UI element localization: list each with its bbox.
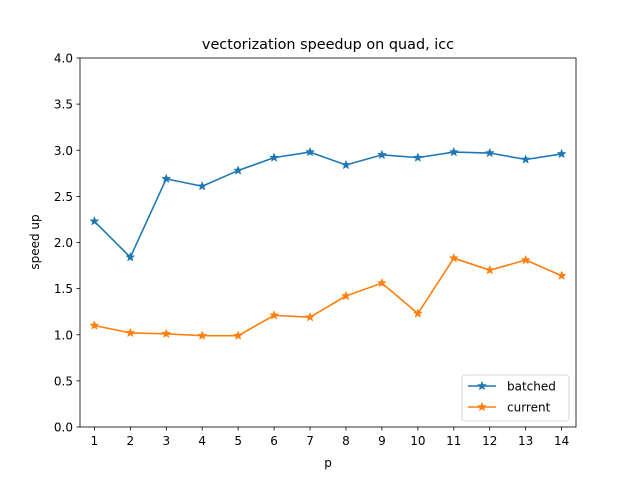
x-tick-label: 5 <box>234 434 242 448</box>
series-current <box>89 252 567 340</box>
x-tick-label: 6 <box>270 434 278 448</box>
x-tick-label: 2 <box>126 434 134 448</box>
x-tick-label: 3 <box>162 434 170 448</box>
legend-marker-batched <box>476 380 488 391</box>
x-tick-label: 7 <box>306 434 314 448</box>
y-tick-label: 1.5 <box>54 282 73 296</box>
legend-marker-current <box>476 401 488 412</box>
x-tick-label: 10 <box>410 434 425 448</box>
y-tick-label: 0.0 <box>54 421 73 435</box>
data-point-current <box>197 330 208 340</box>
data-point-current <box>556 270 567 281</box>
data-point-batched <box>520 154 531 164</box>
x-tick-label: 14 <box>554 434 569 448</box>
data-point-current <box>161 328 172 339</box>
data-point-batched <box>161 173 172 184</box>
data-point-batched <box>448 146 459 157</box>
data-point-current <box>233 330 244 340</box>
plot-frame <box>79 57 577 428</box>
x-tick-label: 13 <box>518 434 533 448</box>
x-axis-ticks: 1 2 3 4 5 6 7 8 9 10 11 12 13 14 <box>91 427 569 448</box>
series-layer <box>89 146 567 340</box>
series-line-current <box>94 257 562 337</box>
x-tick-label: 12 <box>482 434 497 448</box>
chart-title: vectorization speedup on quad, icc <box>202 37 454 53</box>
data-point-current <box>484 264 495 275</box>
x-axis-label: p <box>324 456 332 470</box>
series-batched <box>89 146 567 262</box>
y-tick-label: 2.5 <box>54 190 73 204</box>
data-point-batched <box>484 147 495 158</box>
data-point-batched <box>125 251 136 262</box>
data-point-current <box>340 290 352 301</box>
x-tick-label: 8 <box>342 434 350 448</box>
data-point-batched <box>233 165 244 175</box>
data-point-batched <box>197 180 208 191</box>
data-point-batched <box>412 152 423 162</box>
data-point-batched <box>340 159 352 170</box>
data-point-batched <box>89 215 100 226</box>
x-tick-label: 11 <box>446 434 461 448</box>
data-point-current <box>412 308 423 318</box>
y-axis-label: speed up <box>28 214 42 269</box>
x-tick-label: 4 <box>198 434 206 448</box>
y-tick-label: 3.0 <box>54 144 73 158</box>
legend-label-current: current <box>507 401 551 415</box>
y-tick-label: 0.5 <box>54 374 73 388</box>
x-tick-label: 1 <box>91 434 99 448</box>
data-point-current <box>89 320 100 330</box>
data-point-current <box>376 277 387 288</box>
y-tick-label: 4.0 <box>54 52 73 66</box>
data-point-batched <box>376 149 387 160</box>
data-point-current <box>304 311 316 322</box>
y-tick-label: 2.0 <box>54 236 73 250</box>
legend-label-batched: batched <box>507 380 556 394</box>
legend: batched current <box>461 374 570 422</box>
y-tick-label: 3.5 <box>54 98 73 112</box>
data-point-current <box>448 252 459 263</box>
data-point-current <box>125 327 136 338</box>
x-tick-label: 9 <box>378 434 386 448</box>
series-line-batched <box>93 151 562 259</box>
data-point-batched <box>269 152 280 162</box>
y-axis-ticks: 0.0 0.5 1.0 1.5 2.0 2.5 3.0 3.5 4.0 <box>54 52 80 435</box>
data-point-current <box>520 254 531 265</box>
data-point-batched <box>304 146 316 157</box>
data-point-current <box>269 310 280 320</box>
data-point-batched <box>556 148 567 159</box>
y-tick-label: 1.0 <box>54 328 73 342</box>
